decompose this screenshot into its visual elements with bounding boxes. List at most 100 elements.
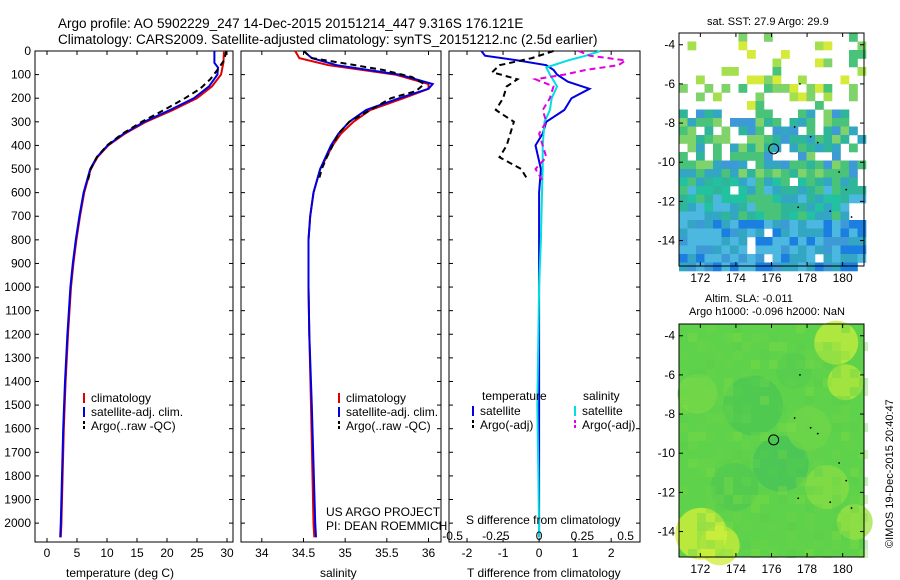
temp-xlabel: temperature (deg C): [66, 566, 174, 580]
sla-cell: [814, 459, 823, 468]
sst-cell: [696, 143, 705, 153]
sla-cell: [706, 378, 715, 387]
sst-cell: [713, 262, 722, 272]
sst-cell: [772, 135, 782, 144]
sst-cell: [687, 135, 697, 144]
sla-cell: [796, 459, 805, 468]
sst-cell: [696, 220, 705, 229]
sla-cell: [841, 324, 850, 333]
sst-cell: [730, 228, 739, 238]
sst-cell: [832, 143, 841, 153]
sst-cell: [755, 135, 765, 144]
sst-cell: [696, 135, 705, 144]
sla-cell: [760, 378, 769, 387]
sst-cell: [789, 126, 799, 136]
sst-cell: [772, 75, 782, 85]
sla-cell: [742, 405, 751, 414]
sla-cell: [724, 360, 733, 369]
island-dot: [793, 126, 796, 128]
sst-cell: [806, 228, 816, 238]
sla-cell: [742, 522, 751, 531]
sla-cell: [805, 486, 814, 495]
y-tick-label: 500: [11, 162, 31, 176]
sla-blob: [775, 352, 812, 389]
sst-cell: [730, 237, 739, 246]
s-tick-label: -0.5: [442, 529, 463, 543]
sst-cell: [687, 177, 697, 187]
sla-cell: [769, 468, 778, 477]
sla-cell: [697, 369, 706, 378]
sst-cell: [806, 143, 816, 153]
sla-cell: [697, 468, 706, 477]
sst-cell: [849, 177, 858, 187]
sst-cell: [806, 194, 816, 204]
sst-cell: [840, 118, 850, 127]
sst-cell: [789, 203, 799, 212]
sst-cell: [806, 169, 816, 178]
y-tick-label: 2000: [4, 516, 31, 530]
legend-label: Argo(-adj): [480, 418, 533, 432]
legend-label: Argo(..raw -QC): [91, 419, 176, 433]
sst-cell: [849, 262, 858, 272]
sla-cell: [760, 351, 769, 360]
sst-cell: [755, 109, 765, 119]
sst-cell: [781, 228, 790, 238]
sst-cell: [781, 211, 790, 221]
sla-cell: [796, 495, 805, 504]
sla-cell: [724, 414, 733, 423]
sst-cell: [764, 135, 773, 144]
sst-cell: [849, 220, 858, 229]
sla-cell: [706, 459, 715, 468]
sst-cell: [832, 186, 841, 195]
sst-cell: [679, 177, 688, 187]
sst-cell: [755, 186, 765, 195]
y-tick-label: 400: [11, 138, 31, 152]
sla-cell: [697, 531, 706, 540]
sla-cell: [778, 486, 787, 495]
sst-cell: [687, 211, 697, 221]
sla-cell: [724, 378, 733, 387]
sst-cell: [789, 169, 799, 178]
sla-cell: [679, 441, 688, 450]
sst-cell: [798, 194, 807, 204]
sla-cell: [832, 531, 841, 540]
sst-cell: [764, 152, 773, 161]
sst-cell: [815, 220, 824, 229]
sla-cell: [751, 495, 760, 504]
sst-cell: [815, 262, 824, 272]
sla-cell: [769, 333, 778, 342]
diff-xlabel-s: S difference from climatology: [466, 513, 621, 527]
sla-cell: [850, 369, 859, 378]
sla-cell: [706, 369, 715, 378]
sst-cell: [755, 126, 765, 136]
sst-cell: [798, 109, 807, 119]
sst-cell: [747, 50, 756, 59]
sst-cell: [857, 237, 867, 246]
sla-blob: [814, 320, 859, 365]
sst-cell: [679, 194, 688, 204]
sst-cell: [772, 220, 782, 229]
sst-cell: [738, 84, 748, 93]
sst-cell: [840, 228, 850, 238]
sst-cell: [687, 160, 697, 170]
sst-cell: [772, 160, 782, 170]
sst-cell: [798, 228, 807, 238]
sst-cell: [832, 262, 841, 272]
sla-cell: [697, 459, 706, 468]
sla-cell: [742, 540, 751, 549]
sst-cell: [704, 177, 714, 187]
y-tick-label: 200: [11, 91, 31, 105]
y-tick-label: 1500: [4, 398, 31, 412]
sst-cell: [721, 177, 731, 187]
sst-cell: [798, 245, 807, 255]
sla-cell: [742, 477, 751, 486]
sla-map-title-1: Altim. SLA: -0.011: [705, 293, 793, 305]
sla-cell: [724, 477, 733, 486]
sla-cell: [697, 522, 706, 531]
sla-cell: [787, 531, 796, 540]
sla-cell: [787, 378, 796, 387]
sst-cell: [789, 220, 799, 229]
sst-cell: [789, 186, 799, 195]
sla-cell: [769, 522, 778, 531]
